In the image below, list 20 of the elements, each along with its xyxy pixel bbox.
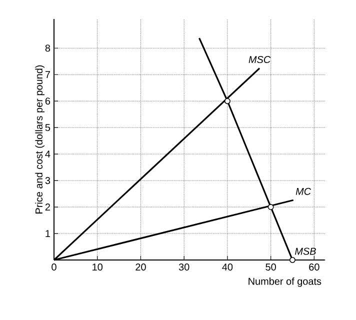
y-tick-label: 2 bbox=[45, 204, 50, 211]
x-tick-label: 40 bbox=[222, 264, 233, 271]
series-label: MC bbox=[296, 188, 312, 195]
x-axis-title: Number of goats bbox=[248, 278, 322, 287]
y-tick-label: 6 bbox=[45, 98, 50, 105]
x-tick-label: 30 bbox=[178, 264, 190, 271]
series-label: MSC bbox=[248, 56, 271, 64]
y-tick-label: 4 bbox=[45, 150, 50, 158]
y-tick-label: 5 bbox=[45, 124, 50, 132]
x-tick-label: 60 bbox=[309, 264, 320, 271]
x-tick-label: 20 bbox=[136, 264, 146, 271]
y-tick-label: 1 bbox=[46, 230, 50, 237]
y-tick-label: 7 bbox=[45, 71, 50, 78]
y-tick-label: 8 bbox=[45, 44, 50, 52]
x-tick-label: 0 bbox=[52, 264, 56, 271]
y-axis-title: Price and cost (dollars per pound) bbox=[35, 65, 44, 214]
x-tick-label: 10 bbox=[92, 264, 103, 271]
x-tick-label: 50 bbox=[266, 264, 276, 271]
y-tick-label: 3 bbox=[45, 177, 50, 184]
series-label: MSB bbox=[294, 248, 316, 255]
